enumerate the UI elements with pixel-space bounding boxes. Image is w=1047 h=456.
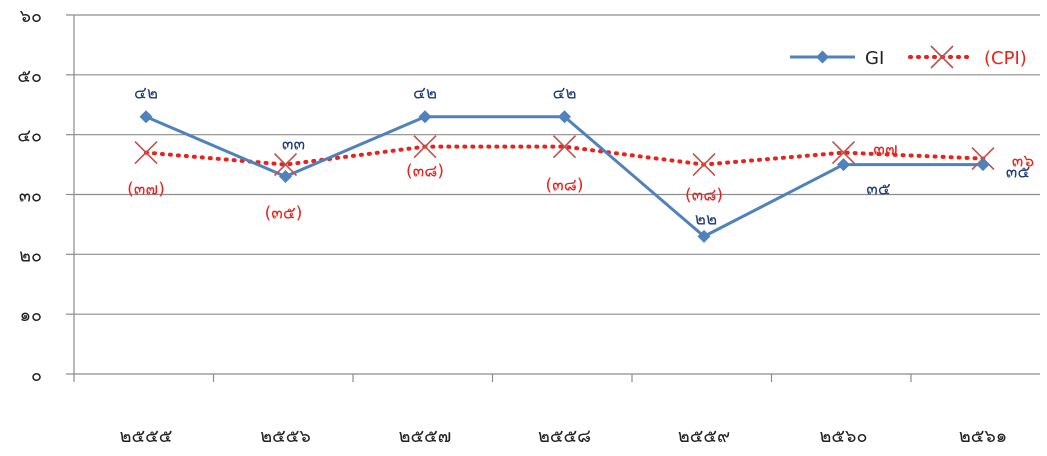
gi-data-label: ๔๒ [134,84,158,104]
gi-data-label: ๔๒ [413,84,437,104]
gi-point-marker [418,110,432,124]
gridlines [74,14,1040,315]
y-tick-label: ๖๐ [20,6,42,27]
gi-point-marker [558,110,571,124]
gi-point-marker [279,170,292,184]
legend-gi-label: GI [865,48,884,69]
cpi-point-marker [552,135,577,159]
x-tick-label: ๒๕๕๘ [538,426,591,447]
y-tick-label: ๕๐ [17,66,42,87]
gi-point-marker [837,158,850,172]
cpi-point-marker [273,153,298,177]
axes [66,14,1040,382]
y-tick-label: ๓๐ [19,186,42,207]
cpi-series-line [144,144,985,167]
gi-point-marker [976,158,990,172]
gi-data-label: ๓๓ [282,135,305,155]
gi-point-marker [139,110,153,124]
legend-gi-marker [816,50,829,64]
cpi-data-label: (๓๗) [127,180,165,200]
legend-cpi-marker [930,45,954,69]
x-axis-ticks: ๒๕๕๕ ๒๕๕๖ ๒๕๕๗ ๒๕๕๘ ๒๕๕๙ ๒๕๖๐ ๒๕๖๑ [120,426,1008,447]
cpi-point-marker [134,141,158,165]
x-tick-label: ๒๕๕๙ [678,426,730,447]
cpi-data-label: ๓๖ [1012,152,1034,172]
cpi-data-label: ๓๗ [873,140,897,160]
cpi-point-marker [831,141,856,165]
cpi-data-label: (๓๘) [545,176,583,196]
y-tick-label: ๒๐ [19,245,42,266]
gi-data-label: ๔๒ [552,84,576,104]
gi-data-label: ๓๕ [1006,163,1031,183]
gi-data-label: ๓๕ [866,180,891,200]
cpi-data-label: (๓๕) [265,204,303,224]
x-tick-label: ๒๕๖๑ [959,426,1007,447]
y-tick-label: ๑๐ [20,305,42,326]
cpi-data-label: (๓๘) [406,162,444,182]
gi-data-label: ๒๒ [695,209,717,229]
gi-point-marker [697,229,711,243]
cpi-data-label: (๓๘) [685,186,723,206]
x-tick-label: ๒๕๕๖ [260,426,311,447]
legend-item-cpi: (CPI) [908,45,1027,69]
x-tick-label: ๒๕๕๕ [120,426,173,447]
x-tick-label: ๒๕๖๐ [820,426,868,447]
series-layer [134,110,995,243]
legend-item-gi: GI [790,48,884,69]
y-axis-ticks: ๐ ๑๐ ๒๐ ๓๐ ๔๐ ๕๐ ๖๐ [17,6,42,386]
y-tick-label: ๐ [31,365,42,386]
cpi-point-marker [413,135,437,159]
cpi-point-marker [692,153,716,177]
legend: GI (CPI) [790,45,1027,69]
y-tick-label: ๔๐ [17,126,42,147]
legend-cpi-label: (CPI) [984,48,1027,69]
x-tick-label: ๒๕๕๗ [399,426,452,447]
